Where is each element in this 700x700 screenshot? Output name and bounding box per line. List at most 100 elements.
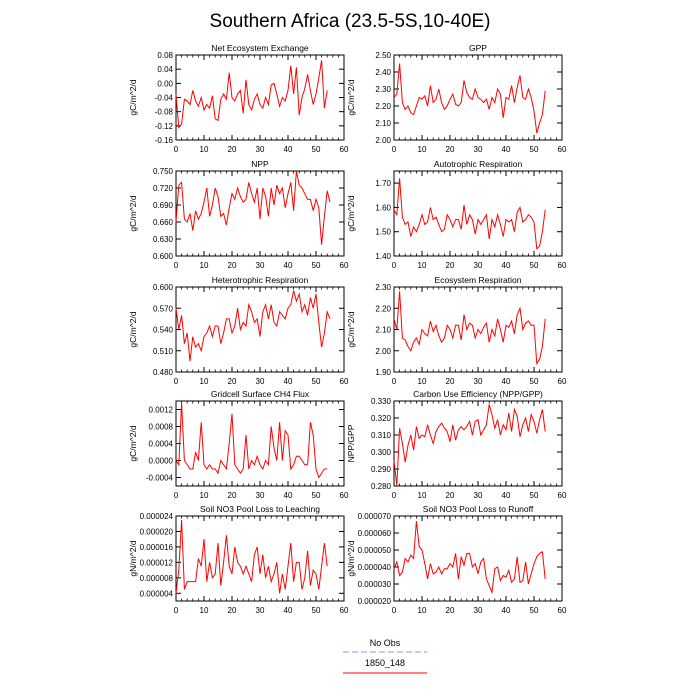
y-tick-label: -0.0004 (146, 474, 174, 483)
y-tick-label: 0.04 (157, 65, 173, 74)
y-tick-label: 0.000040 (358, 563, 392, 572)
x-tick-label: 0 (392, 261, 397, 270)
x-tick-label: 30 (256, 261, 265, 270)
y-axis-label: gC/m^2/d (128, 195, 138, 231)
x-tick-label: 50 (530, 261, 539, 270)
legend-label-model: 1850_148 (365, 658, 405, 668)
x-tick-label: 10 (418, 145, 427, 154)
y-tick-label: 2.00 (375, 347, 391, 356)
series-line (175, 290, 331, 362)
x-tick-label: 30 (256, 491, 265, 500)
x-tick-label: 10 (200, 491, 209, 500)
panel-7: Carbon Use Efficiency (NPP/GPP) 0 10 20 30 40… (346, 389, 567, 500)
y-tick-label: 0.0008 (149, 423, 174, 432)
y-tick-label: -0.04 (155, 94, 174, 103)
y-tick-label: 0.08 (157, 51, 173, 60)
y-tick-label: 0.000070 (358, 512, 392, 521)
y-tick-label: 0.600 (153, 283, 174, 292)
plot-frame (175, 286, 345, 373)
panel-title: NPP (251, 159, 269, 169)
series-line (393, 521, 546, 595)
y-tick-label: 1.90 (375, 368, 391, 377)
x-tick-label: 10 (200, 377, 209, 386)
panel-9: Soil NO3 Pool Loss to Runoff 0 10 20 30 40 50 6… (346, 504, 567, 615)
y-tick-label: 0.630 (153, 235, 174, 244)
y-tick-label: 0.290 (371, 465, 392, 474)
y-tick-label: 2.30 (375, 85, 391, 94)
panel-0: Net Ecosystem Exchange 0 10 20 30 40 50 60 -0.16… (128, 43, 349, 154)
panel-title: Ecosystem Respiration (435, 275, 522, 285)
x-tick-label: 40 (502, 145, 511, 154)
x-tick-label: 60 (558, 145, 567, 154)
x-tick-label: 60 (558, 606, 567, 615)
y-tick-label: 0.000030 (358, 580, 392, 589)
x-tick-label: 30 (256, 145, 265, 154)
y-tick-label: 0.690 (153, 201, 174, 210)
y-tick-label: 0.720 (153, 184, 174, 193)
series-line (393, 178, 546, 250)
panel-6: Gridcell Surface CH4 Flux 0 10 20 30 40 50 60 -0… (128, 389, 349, 500)
series-line (393, 291, 546, 366)
panel-title: Net Ecosystem Exchange (211, 43, 309, 53)
x-tick-label: 30 (474, 491, 483, 500)
x-tick-label: 0 (174, 145, 179, 154)
y-axis-label: gC/m^2/d (128, 425, 138, 461)
y-tick-label: 2.00 (375, 136, 391, 145)
y-tick-label: 0.330 (371, 397, 392, 406)
x-tick-label: 10 (418, 606, 427, 615)
x-tick-label: 40 (502, 261, 511, 270)
y-tick-label: 0.000020 (358, 597, 392, 606)
legend: No Obs 1850_148 (343, 638, 427, 674)
x-tick-label: 40 (284, 377, 293, 386)
y-tick-label: 2.40 (375, 68, 391, 77)
y-tick-label: 2.10 (375, 119, 391, 128)
x-tick-label: 0 (392, 491, 397, 500)
panel-title: Soil NO3 Pool Loss to Runoff (423, 504, 534, 514)
x-tick-label: 0 (392, 606, 397, 615)
x-tick-label: 10 (200, 606, 209, 615)
y-tick-label: 1.40 (375, 252, 391, 261)
y-axis-label: gC/m^2/d (346, 195, 356, 231)
panel-title: Heterotrophic Respiration (212, 275, 309, 285)
y-tick-label: 2.50 (375, 51, 391, 60)
x-tick-label: 20 (446, 261, 455, 270)
y-tick-label: 0.00 (157, 79, 173, 88)
legend-label-obs: No Obs (370, 638, 401, 648)
y-tick-label: 0.540 (153, 326, 174, 335)
panel-2: NPP 0 10 20 30 40 50 60 0.600 0.630 0.660 0.690 0.72… (128, 159, 349, 270)
x-tick-label: 10 (418, 491, 427, 500)
y-axis-label: gC/m^2/d (128, 311, 138, 347)
x-tick-label: 10 (200, 145, 209, 154)
x-tick-label: 0 (174, 491, 179, 500)
x-tick-label: 30 (474, 261, 483, 270)
series-line (393, 63, 546, 134)
y-axis-label: gN/m^2/d (346, 540, 356, 576)
y-axis-label: NPP/GPP (346, 424, 356, 462)
y-tick-label: -0.16 (155, 136, 174, 145)
y-tick-label: 0.510 (153, 347, 174, 356)
panel-grid: Net Ecosystem Exchange 0 10 20 30 40 50 60 -0.16… (128, 43, 567, 615)
x-tick-label: 60 (340, 377, 349, 386)
x-tick-label: 0 (174, 377, 179, 386)
x-tick-label: 60 (340, 261, 349, 270)
x-tick-label: 20 (446, 606, 455, 615)
y-tick-label: 2.20 (375, 102, 391, 111)
x-tick-label: 20 (446, 145, 455, 154)
y-tick-label: 0.000020 (140, 527, 174, 536)
x-tick-label: 40 (284, 606, 293, 615)
x-tick-label: 60 (558, 491, 567, 500)
y-tick-label: 0.000016 (140, 543, 174, 552)
y-axis-label: gC/m^2/d (346, 79, 356, 115)
y-tick-label: 0.600 (153, 252, 174, 261)
y-tick-label: -0.12 (155, 122, 174, 131)
x-tick-label: 60 (558, 261, 567, 270)
x-tick-label: 10 (418, 261, 427, 270)
x-tick-label: 50 (312, 261, 321, 270)
panel-title: Autotrophic Respiration (434, 159, 523, 169)
x-tick-label: 20 (228, 377, 237, 386)
x-tick-label: 20 (228, 606, 237, 615)
x-tick-label: 40 (502, 491, 511, 500)
x-tick-label: 20 (228, 491, 237, 500)
x-tick-label: 20 (446, 491, 455, 500)
